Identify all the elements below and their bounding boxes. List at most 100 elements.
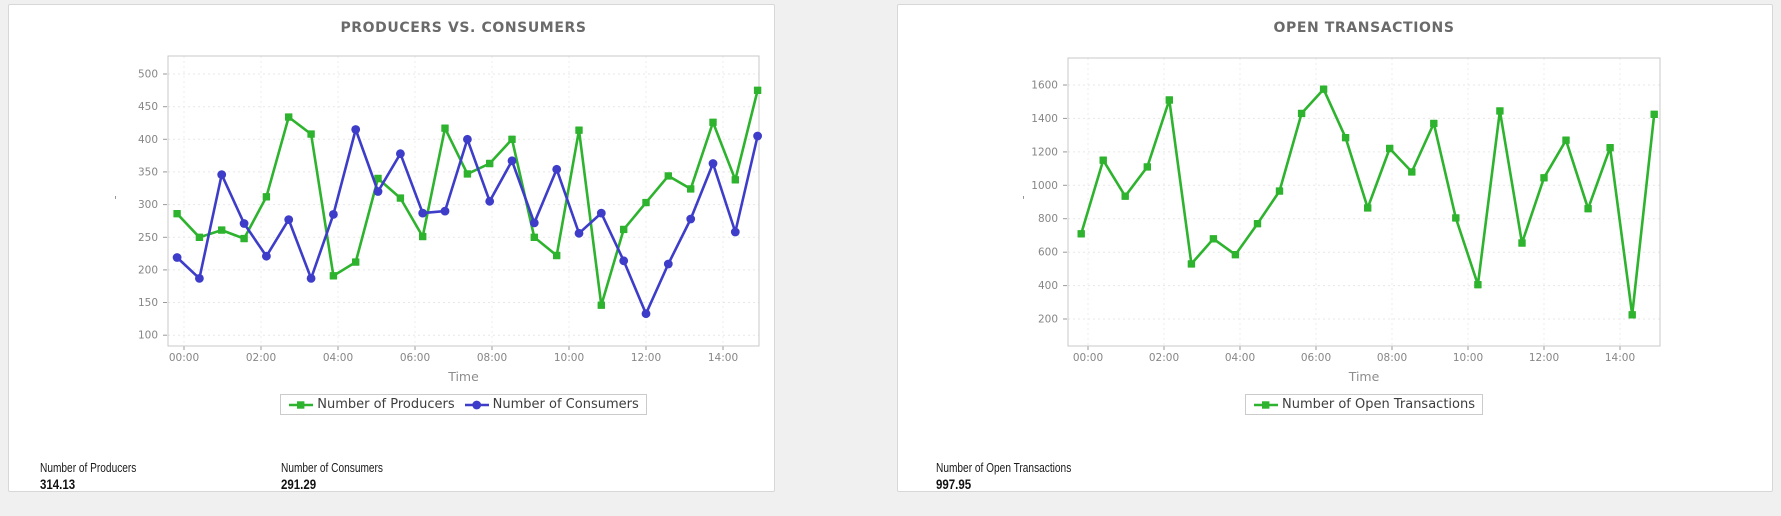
- data-point: [730, 227, 740, 237]
- y-tick-label: 500: [138, 69, 158, 81]
- data-point: [507, 156, 517, 166]
- data-point: [753, 131, 762, 141]
- data-point: [285, 113, 293, 121]
- y-tick-label: 1200: [1031, 146, 1058, 158]
- data-point: [1165, 96, 1173, 104]
- producers-consumers-chart: 500 450 400 350 300 250 200 150 100 00:00 02:00 04:…: [114, 55, 762, 384]
- y-tick-label: 400: [1038, 280, 1058, 292]
- y-tick-label: 350: [138, 166, 158, 178]
- plot-border: [167, 55, 760, 347]
- data-point: [329, 210, 338, 219]
- data-point: [597, 301, 605, 309]
- data-point: [687, 185, 695, 193]
- data-point: [239, 219, 249, 228]
- x-tick-label: 00:00: [1073, 352, 1103, 364]
- data-point: [217, 170, 227, 180]
- y-tick-label: 250: [138, 232, 158, 244]
- stat-producers: Number of Producers 314.13: [40, 460, 164, 492]
- chart-title: OPEN TRANSACTIONS: [1273, 20, 1455, 36]
- x-tick-label: 04:00: [323, 352, 353, 364]
- x-axis-label: Time: [1348, 369, 1380, 384]
- data-point: [596, 208, 606, 218]
- data-point: [306, 274, 316, 283]
- data-point: [329, 272, 338, 280]
- data-point: [195, 233, 204, 241]
- data-point: [173, 210, 181, 218]
- plot-border: [1067, 57, 1661, 347]
- data-point: [574, 228, 584, 238]
- data-point: [552, 164, 562, 174]
- data-point: [663, 259, 673, 269]
- legend-item-producers[interactable]: Number of Producers: [288, 397, 455, 412]
- data-point: [418, 208, 428, 218]
- data-point: [351, 125, 361, 134]
- x-tick-label: 02:00: [1149, 352, 1179, 364]
- data-point: [1319, 85, 1328, 93]
- data-point: [1650, 110, 1658, 118]
- line-circle-marker-icon: [464, 399, 490, 411]
- data-point: [1341, 134, 1350, 142]
- chart-legend: Number of Open Transactions: [1068, 394, 1660, 415]
- data-point: [463, 170, 472, 178]
- data-point: [1606, 144, 1614, 152]
- data-point: [1562, 136, 1570, 144]
- y-tick-label: 150: [138, 297, 158, 309]
- data-point: [307, 130, 315, 138]
- data-point: [1474, 281, 1482, 289]
- legend-item-consumers[interactable]: Number of Consumers: [464, 397, 639, 412]
- y-tick-label: 1600: [1031, 80, 1058, 92]
- stat-label: Number of Consumers: [281, 460, 384, 475]
- data-point: [641, 309, 651, 319]
- panel-open-transactions: 1600 1400 1200 1000 800 600 400 200 00:00 02:00 04…: [897, 4, 1773, 492]
- data-point: [731, 176, 739, 184]
- data-point: [1496, 107, 1504, 115]
- data-point: [374, 174, 382, 183]
- y-tick-label: 450: [138, 101, 158, 113]
- stat-value: 997.95: [936, 477, 972, 492]
- x-tick-label: 04:00: [1225, 352, 1255, 364]
- data-point: [1452, 214, 1460, 222]
- stat-open-transactions: Number of Open Transactions 997.95: [936, 460, 1109, 492]
- x-tick-label: 12:00: [1529, 352, 1559, 364]
- x-axis-label: Time: [447, 369, 479, 384]
- data-point: [419, 232, 427, 241]
- data-point: [1540, 174, 1548, 182]
- y-tick-label: 1000: [1031, 180, 1058, 192]
- stat-label: Number of Open Transactions: [936, 460, 1072, 475]
- data-point: [530, 233, 538, 241]
- data-point: [575, 126, 583, 134]
- data-point: [1518, 239, 1526, 247]
- x-tick-label: 00:00: [169, 352, 199, 364]
- y-axis-label: ': [114, 195, 117, 207]
- data-point: [1275, 187, 1284, 195]
- plot-area: [1068, 58, 1660, 346]
- line-square-marker-icon: [288, 399, 314, 411]
- y-axis-label: ': [1022, 195, 1025, 207]
- x-tick-label: 10:00: [1453, 352, 1483, 364]
- y-tick-label: 1400: [1031, 113, 1058, 125]
- data-point: [440, 206, 450, 216]
- y-tick-label: 800: [1038, 213, 1058, 225]
- legend-label: Number of Consumers: [492, 397, 639, 412]
- data-point: [1209, 235, 1218, 243]
- data-point: [352, 258, 360, 266]
- x-tick-label: 12:00: [631, 352, 661, 364]
- y-tick-label: 600: [1038, 247, 1058, 259]
- legend-box: Number of Open Transactions: [1244, 394, 1483, 415]
- line-square-marker-icon: [1253, 399, 1279, 411]
- data-point: [262, 193, 271, 201]
- chart-legend: Number of Producers Number of Consumers: [168, 394, 759, 415]
- data-point: [396, 149, 405, 159]
- y-tick-label: 100: [138, 330, 158, 342]
- x-tick-label: 14:00: [708, 352, 738, 364]
- data-point: [508, 135, 516, 143]
- x-tick-label: 08:00: [1377, 352, 1407, 364]
- legend-label: Number of Open Transactions: [1281, 397, 1475, 412]
- data-point: [1408, 168, 1416, 176]
- data-point: [1143, 163, 1151, 171]
- panel-producers-consumers: 500 450 400 350 300 250 200 150 100 00:00 02:00 04:…: [8, 4, 775, 492]
- data-point: [1430, 119, 1438, 128]
- data-point: [709, 118, 717, 126]
- legend-item-open-transactions[interactable]: Number of Open Transactions: [1253, 397, 1475, 412]
